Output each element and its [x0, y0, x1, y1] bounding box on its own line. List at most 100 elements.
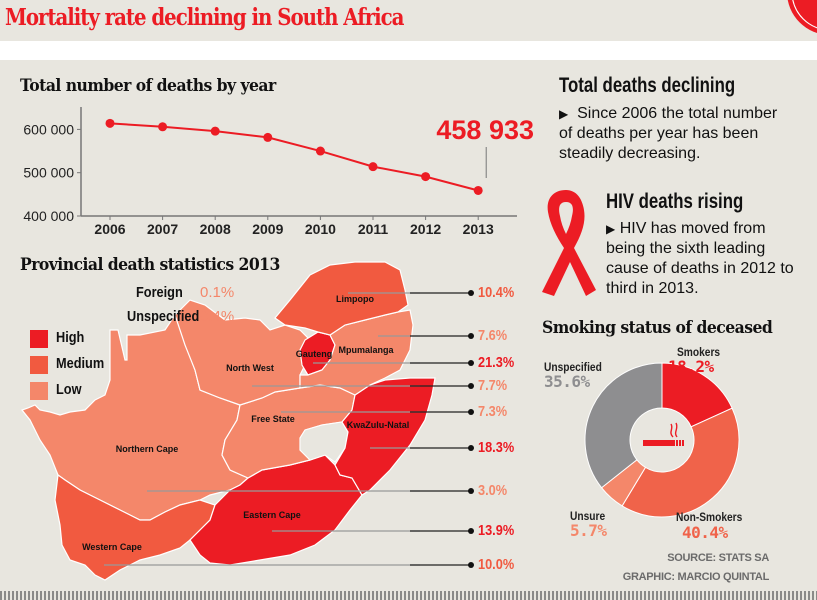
line-chart: 400 000 500 000 600 000 2006 2007 2008 2009 20…	[23, 107, 534, 237]
callout-deaths-line: of deaths per year has been	[559, 125, 759, 142]
y-tick-label: 500 000	[23, 165, 74, 181]
title-band: Mortality rate declining in South Africa	[0, 0, 817, 41]
donut-value: 35.6%	[544, 372, 590, 391]
data-point	[158, 122, 168, 132]
smoking-donut-chart	[584, 362, 740, 518]
donut-value: 40.4%	[682, 523, 728, 542]
leader-dot	[468, 290, 474, 296]
donut-label: Unspecified	[544, 360, 602, 374]
hiv-ribbon-icon	[542, 190, 596, 296]
leader-line	[147, 488, 474, 494]
donut-value: 5.7%	[570, 521, 607, 540]
province-kwazulu-natal[interactable]	[334, 377, 436, 496]
province-label: Gauteng	[296, 349, 333, 359]
south-africa-map: Limpopo Mpumalanga Gauteng North West Free S…	[20, 261, 474, 581]
line-chart-title: Total number of deaths by year	[20, 76, 276, 96]
x-tick-label: 2012	[410, 221, 441, 237]
y-tick-label: 400 000	[23, 208, 74, 224]
callout-hiv-line: cause of deaths in 2012 to	[606, 260, 794, 277]
map-title: Provincial death statistics 2013	[20, 255, 280, 275]
y-tick-label: 600 000	[23, 121, 74, 137]
donut-label: Unsure	[570, 509, 606, 523]
province-percent-free-state: 7.3%	[478, 403, 508, 420]
province-label: North West	[226, 363, 274, 373]
legend-label-medium: Medium	[56, 355, 105, 372]
leader-line	[378, 333, 474, 339]
province-percent-mpumalanga: 7.6%	[478, 327, 508, 344]
data-point	[473, 185, 483, 195]
donut-value: 18.2%	[668, 357, 714, 376]
callout-deaths-line: Since 2006 the total number	[577, 105, 778, 122]
leader-dot	[468, 488, 474, 494]
leader-line	[252, 383, 474, 389]
callout-deaths-body: ▶ Since 2006 the total number of deaths …	[559, 104, 809, 164]
donut-title: Smoking status of deceased	[542, 318, 773, 338]
donut-label: Smokers	[677, 345, 721, 359]
leader-dot	[468, 409, 474, 415]
leader-dot	[468, 383, 474, 389]
province-label: Western Cape	[82, 542, 142, 552]
callout-deaths-line: steadily decreasing.	[559, 145, 701, 162]
data-point	[421, 172, 431, 182]
leader-line	[313, 360, 474, 366]
leader-line	[281, 409, 474, 415]
x-tick-label: 2010	[305, 221, 336, 237]
bullet-icon: ▶	[559, 107, 569, 121]
x-tick-label: 2011	[358, 221, 389, 237]
data-point	[368, 162, 378, 172]
extra-unspecified-label: Unspecified	[127, 308, 200, 325]
x-tick-label: 2009	[252, 221, 283, 237]
province-label: Limpopo	[336, 294, 374, 304]
legend-swatch-high	[30, 330, 48, 348]
corner-decoration	[787, 0, 817, 33]
graphic-credit: GRAPHIC: MARCIO QUINTAL	[622, 571, 770, 583]
x-tick-label: 2013	[463, 221, 494, 237]
bullet-icon: ▶	[606, 222, 616, 236]
x-tick-label: 2006	[94, 221, 125, 237]
leader-dot	[468, 445, 474, 451]
deaths-series-line	[109, 122, 479, 192]
province-percent-north-west: 7.7%	[478, 377, 508, 394]
donut-slice-non-smokers	[621, 407, 740, 518]
leader-dot	[468, 528, 474, 534]
data-point	[210, 126, 220, 136]
province-percent-western-cape: 10.0%	[478, 556, 515, 573]
callout-hiv-heading: HIV deaths rising	[606, 190, 744, 213]
leader-dot	[468, 562, 474, 568]
divider-strip	[0, 41, 817, 60]
data-point	[315, 146, 325, 156]
legend-label-low: Low	[56, 381, 82, 398]
extra-foreign-label: Foreign	[136, 284, 183, 301]
legend-swatch-low	[30, 382, 48, 400]
x-tick-label: 2007	[147, 221, 178, 237]
donut-label: Non-Smokers	[676, 510, 743, 524]
x-tick-label: 2008	[200, 221, 231, 237]
legend-label-high: High	[56, 329, 85, 346]
province-limpopo[interactable]	[274, 261, 409, 336]
data-point	[105, 118, 115, 128]
province-label: Free State	[251, 414, 295, 424]
province-label: KwaZulu-Natal	[347, 420, 410, 430]
extra-unspecified-value: 0.4%	[200, 308, 235, 325]
cigarette-icon	[643, 422, 684, 446]
source-credit: SOURCE: STATS SA	[667, 552, 769, 564]
leader-dot	[468, 360, 474, 366]
province-percent-kwazulu-natal: 18.3%	[478, 439, 515, 456]
extra-foreign-value: 0.1%	[200, 284, 235, 301]
callout-hiv-line: HIV has moved from	[619, 220, 766, 237]
province-percent-limpopo: 10.4%	[478, 284, 515, 301]
data-point	[263, 132, 273, 142]
province-label: Mpumalanga	[338, 345, 394, 355]
province-percent-gauteng: 21.3%	[478, 354, 515, 371]
leader-line	[272, 528, 474, 534]
leader-line	[104, 562, 474, 568]
leader-dot	[468, 333, 474, 339]
callout-hiv-line: being the sixth leading	[606, 240, 766, 257]
province-label: Eastern Cape	[243, 510, 301, 520]
page-title: Mortality rate declining in South Africa	[5, 4, 404, 31]
leader-line	[348, 290, 474, 296]
callout-hiv-line: third in 2013.	[606, 280, 699, 297]
donut-slice-smokers	[661, 362, 733, 428]
province-percent-eastern-cape: 13.9%	[478, 522, 515, 539]
callout-hiv-body: ▶ HIV has moved from being the sixth lea…	[606, 219, 816, 299]
